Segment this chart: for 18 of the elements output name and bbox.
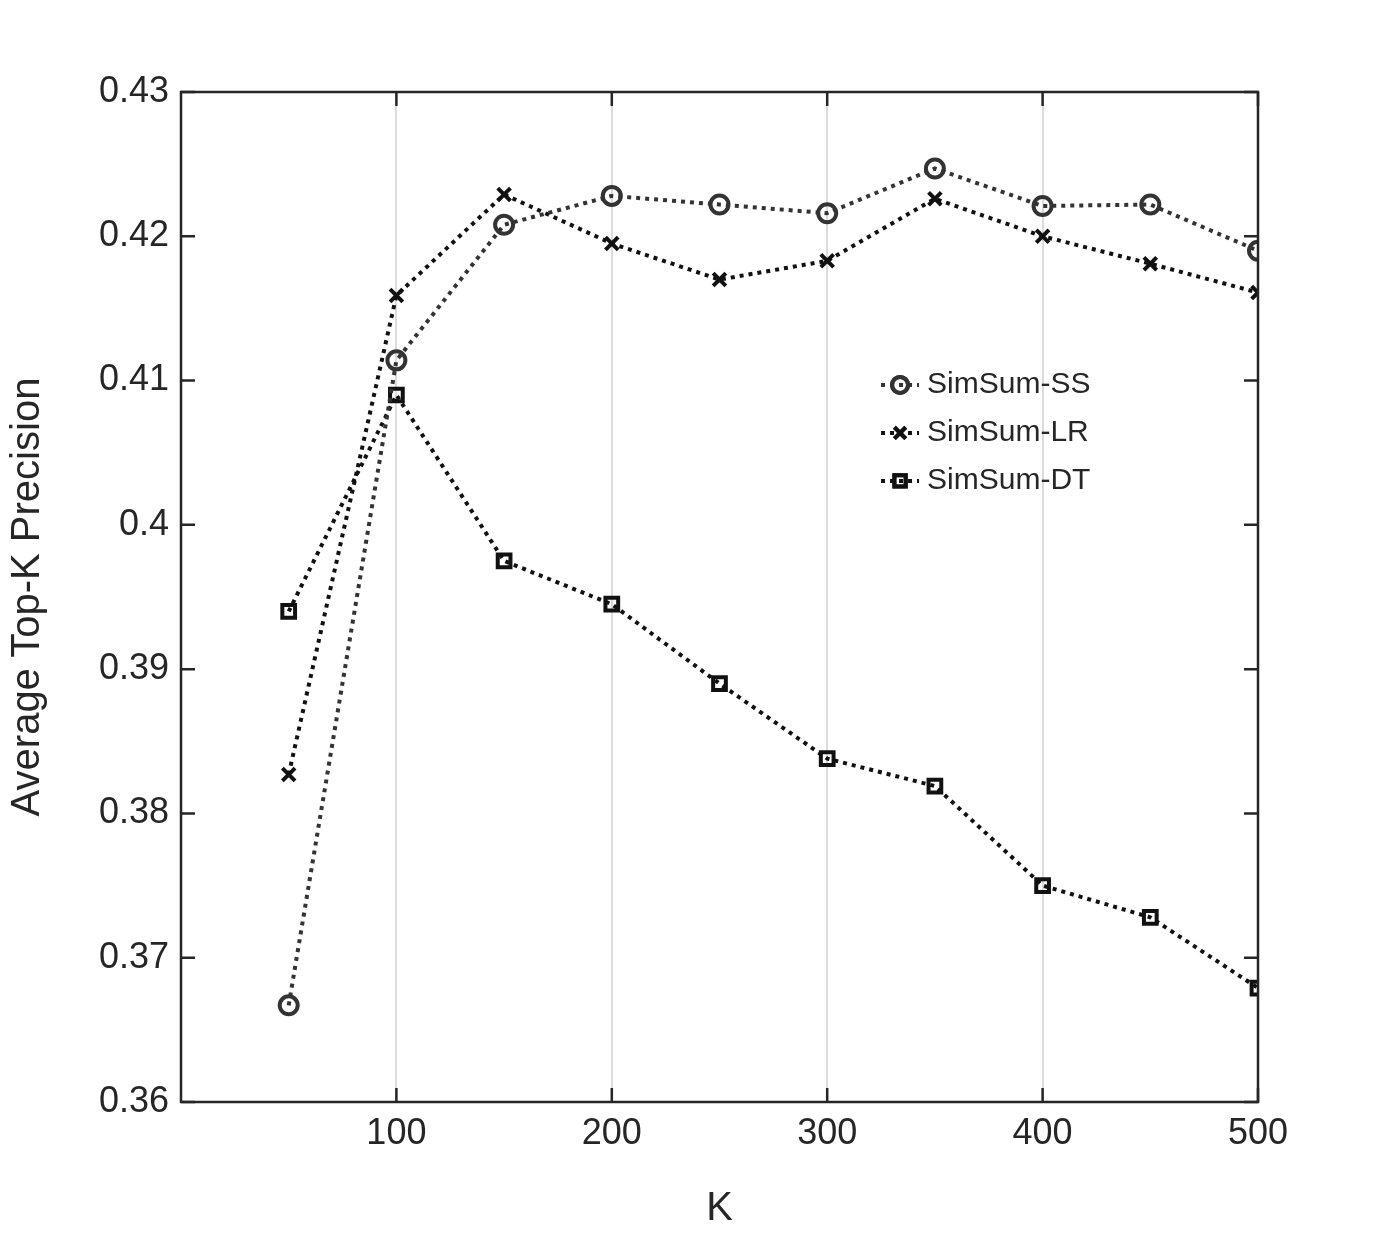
x-tick-label: 200 bbox=[581, 1110, 642, 1152]
x-tick-label: 400 bbox=[1012, 1110, 1073, 1152]
y-axis-title: Average Top-K Precision bbox=[3, 377, 48, 817]
y-tick-label: 0.41 bbox=[98, 357, 169, 399]
legend-label: SimSum-LR bbox=[927, 414, 1089, 448]
y-tick-label: 0.37 bbox=[98, 934, 169, 976]
legend-label: SimSum-DT bbox=[927, 462, 1091, 496]
y-tick-label: 0.42 bbox=[98, 213, 169, 255]
y-tick-label: 0.43 bbox=[98, 68, 169, 110]
x-axis-title: K bbox=[706, 1184, 734, 1229]
x-tick-label: 100 bbox=[366, 1110, 427, 1152]
legend-label: SimSum-SS bbox=[927, 366, 1091, 400]
y-tick-label: 0.36 bbox=[98, 1078, 169, 1120]
y-tick-label: 0.39 bbox=[98, 646, 169, 688]
y-tick-label: 0.38 bbox=[98, 790, 169, 832]
x-tick-label: 500 bbox=[1227, 1110, 1289, 1152]
x-tick-label: 300 bbox=[797, 1110, 858, 1152]
y-tick-label: 0.4 bbox=[118, 501, 169, 543]
